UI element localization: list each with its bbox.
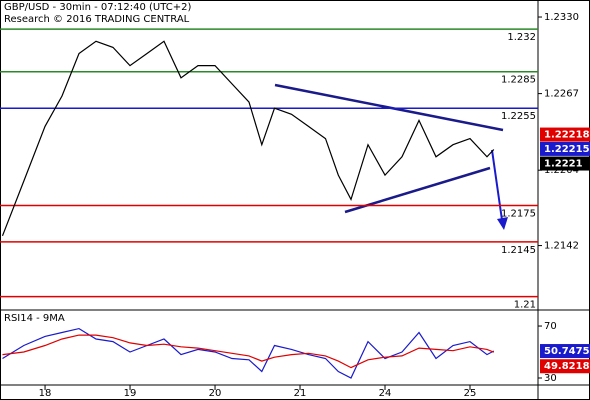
y-tick-label: 1.2204 <box>544 165 579 176</box>
price-marker <box>540 359 590 374</box>
series-line <box>2 327 495 379</box>
arrow-head <box>497 217 508 230</box>
level-label: 1.2175 <box>501 208 536 219</box>
y-tick-label: 1.2330 <box>544 12 579 23</box>
x-tick-label: 20 <box>209 388 222 399</box>
price-marker-label: 50.7475 <box>544 346 590 357</box>
chart-subtitle: Research © 2016 TRADING CENTRAL <box>4 14 190 25</box>
y-tick-label: 1.2267 <box>544 89 579 100</box>
price-marker <box>540 344 590 359</box>
y-tick-label: 1.2142 <box>544 241 579 252</box>
y-tick-label: 70 <box>544 321 557 332</box>
level-label: 1.232 <box>507 32 536 43</box>
y-tick-label: 30 <box>544 373 557 384</box>
price-marker <box>540 156 590 171</box>
price-marker <box>540 141 590 156</box>
rsi-title: RSI14 - 9MA <box>4 313 65 324</box>
price-marker <box>540 127 590 142</box>
price-marker-label: 1.22218 <box>544 130 590 141</box>
series-line <box>1 40 495 237</box>
trend-line <box>344 166 491 214</box>
x-tick-label: 18 <box>39 388 52 399</box>
price-marker-label: 1.2221 <box>544 159 583 170</box>
x-tick-label: 21 <box>294 388 307 399</box>
price-marker-label: 1.22215 <box>544 144 590 155</box>
forecast-arrow <box>491 149 503 221</box>
x-tick-label: 25 <box>464 388 477 399</box>
level-label: 1.2255 <box>501 111 536 122</box>
level-label: 1.2145 <box>501 245 536 256</box>
level-label: 1.2285 <box>501 75 536 86</box>
price-marker-label: 49.8218 <box>544 361 590 372</box>
x-tick-label: 24 <box>379 388 392 399</box>
level-label: 1.21 <box>514 300 536 311</box>
chart-title: GBP/USD - 30min - 07:12:40 (UTC+2) <box>4 2 191 13</box>
x-tick-label: 19 <box>124 388 137 399</box>
series-line <box>2 334 495 369</box>
